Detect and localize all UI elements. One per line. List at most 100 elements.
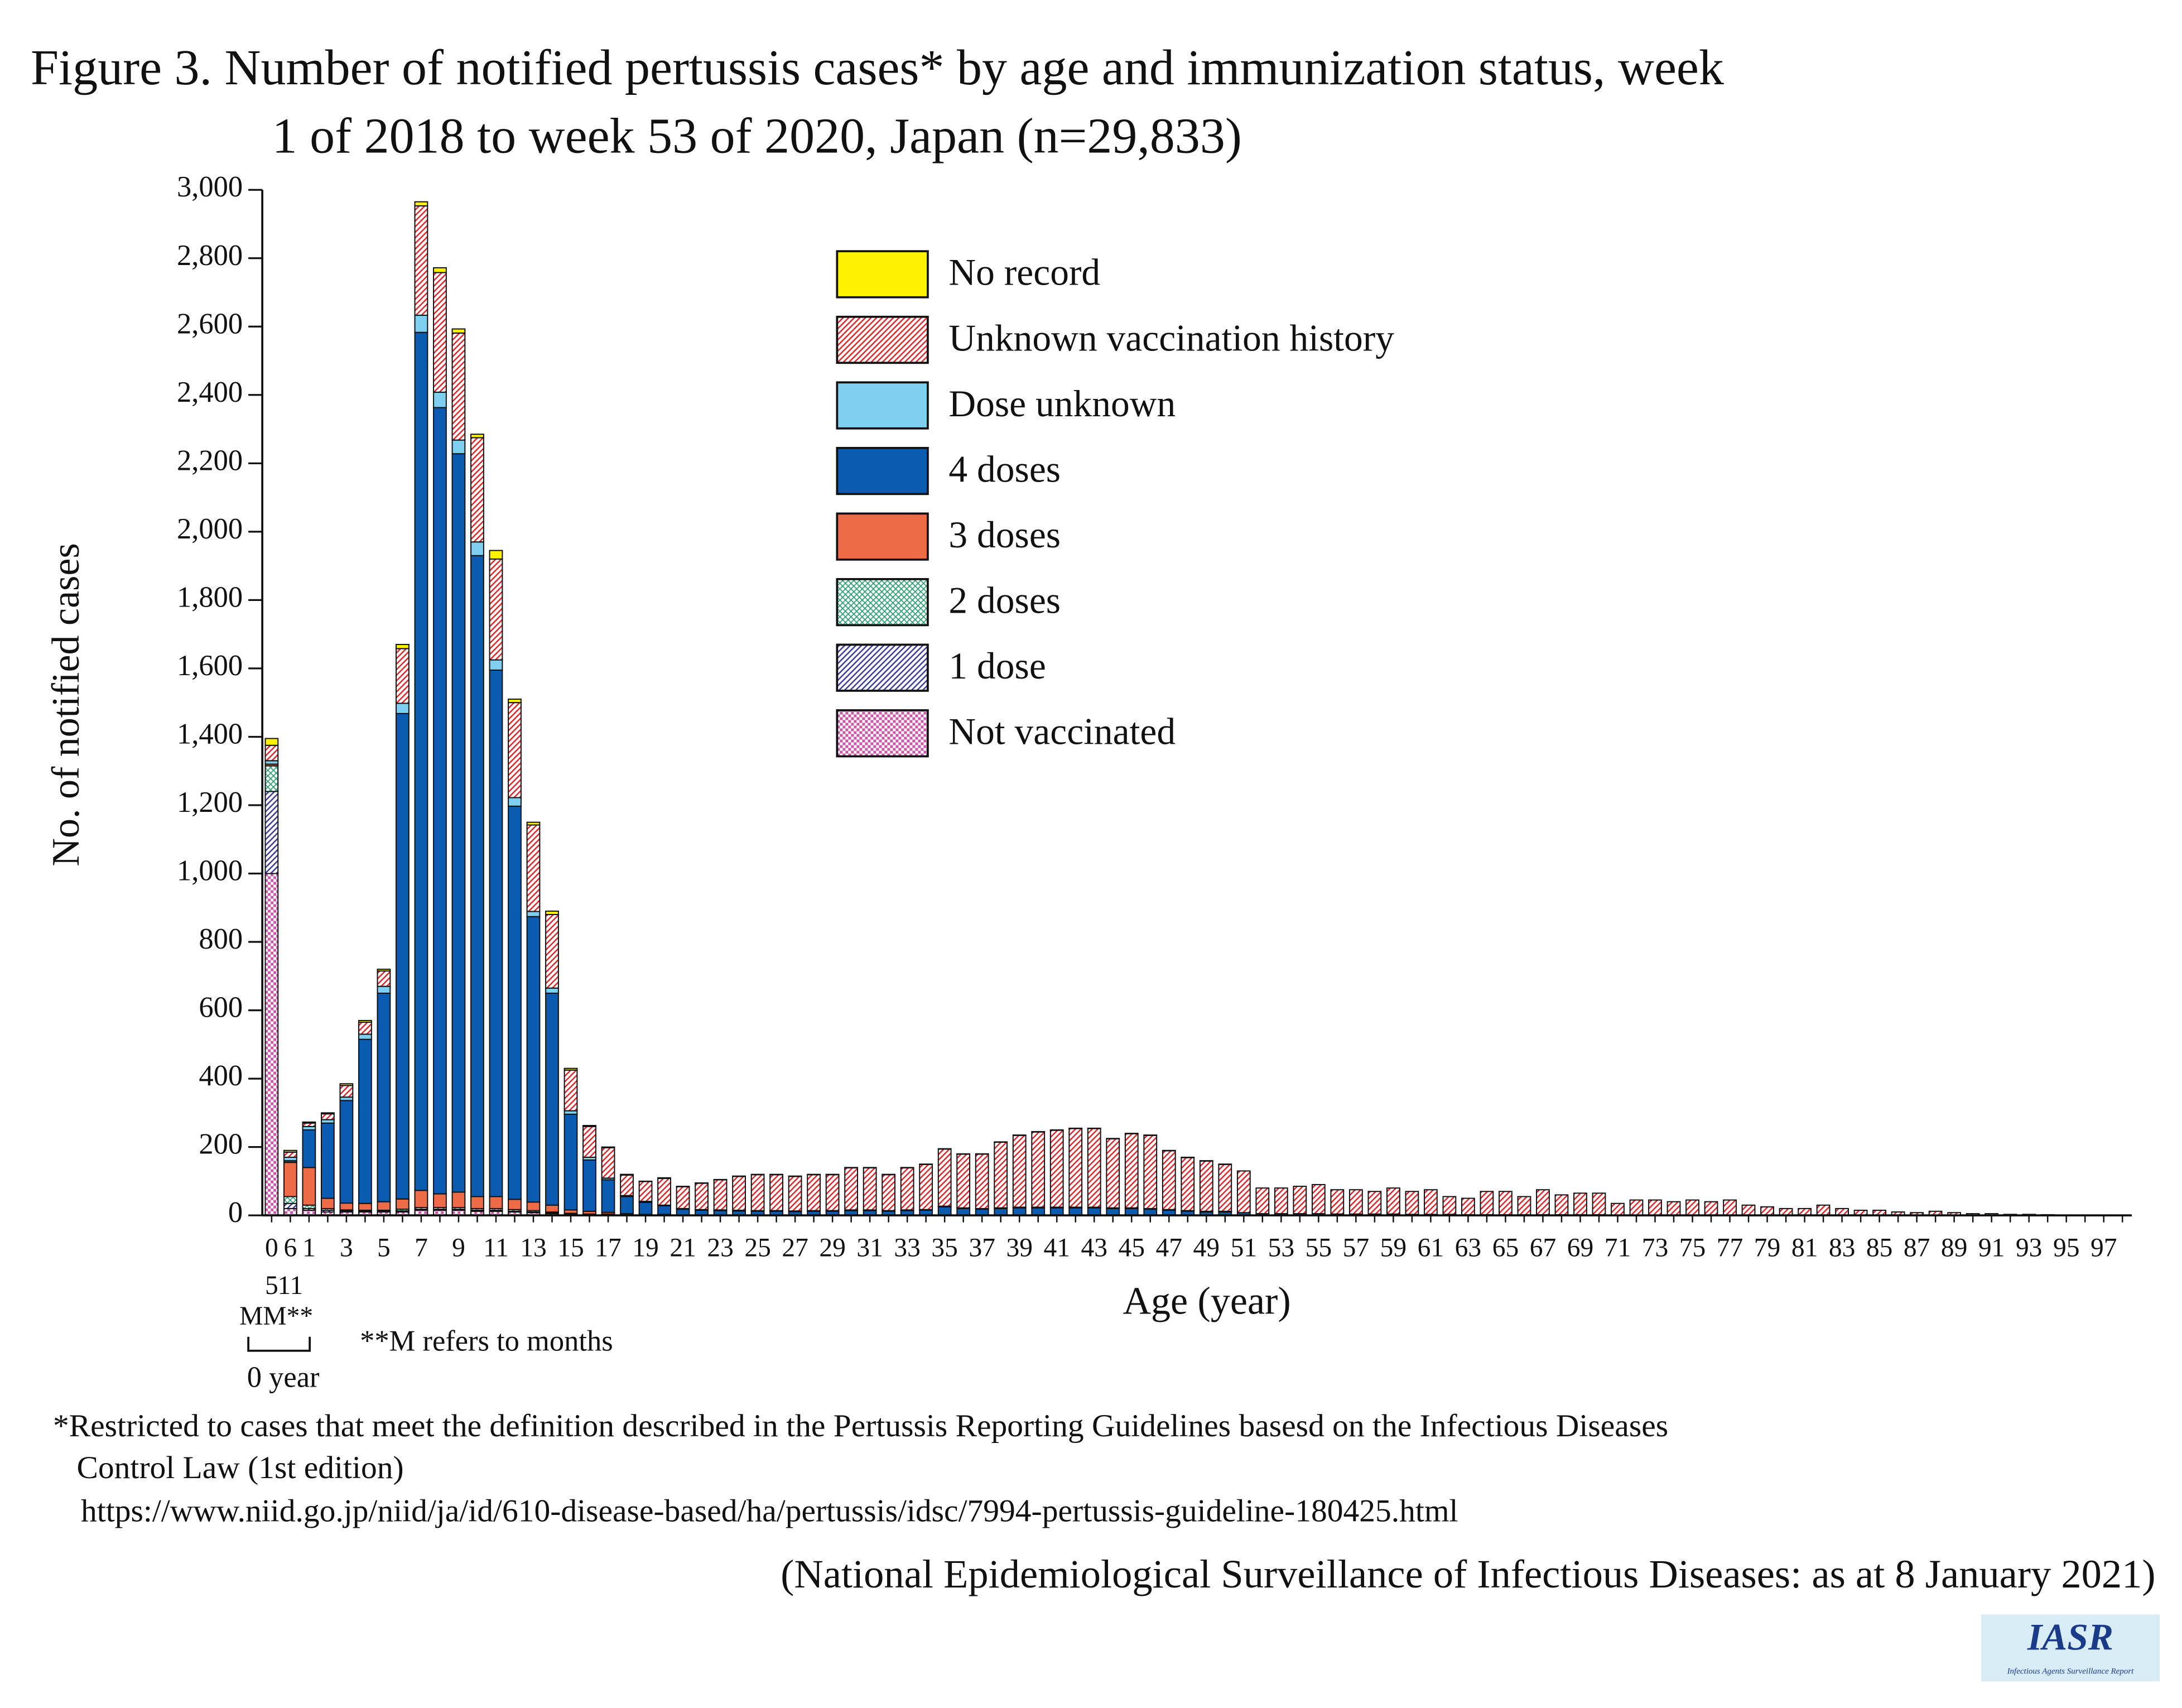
- bar-segment: [975, 1153, 989, 1209]
- bar-segment: [788, 1175, 802, 1177]
- x-tick-label: 5: [377, 1234, 391, 1263]
- bar-segment: [601, 1146, 615, 1148]
- x-tick-label: 0: [265, 1234, 278, 1263]
- x-tick-label: 6: [284, 1234, 297, 1263]
- legend-label: Unknown vaccination history: [948, 317, 1394, 359]
- bar-segment: [620, 1196, 634, 1215]
- bar-segment: [1068, 1127, 1083, 1129]
- bar-segment: [563, 1113, 578, 1211]
- bar-segment: [470, 555, 484, 1197]
- bar-segment: [508, 797, 522, 807]
- legend-swatch: [836, 381, 929, 430]
- bar-segment: [545, 992, 559, 1206]
- bar-segment: [900, 1167, 914, 1169]
- bar-segment: [638, 1181, 653, 1202]
- bar-segment: [1012, 1134, 1027, 1208]
- y-tick-label: 200: [199, 1128, 243, 1161]
- bar-segment: [1330, 1189, 1345, 1215]
- bar-segment: [1592, 1192, 1606, 1215]
- bar-segment: [1068, 1207, 1083, 1216]
- bar-segment: [1367, 1191, 1382, 1215]
- bar-segment: [396, 1198, 410, 1210]
- bar-segment: [1648, 1199, 1662, 1216]
- bar-segment: [676, 1186, 690, 1187]
- bar-segment: [396, 703, 410, 714]
- bar-segment: [1704, 1201, 1718, 1216]
- bar-segment: [620, 1174, 634, 1196]
- y-tick-label: 0: [228, 1196, 243, 1229]
- bar-segment: [676, 1186, 690, 1209]
- bar-segment: [433, 407, 447, 1195]
- bar-segment: [1068, 1128, 1083, 1208]
- bar-segment: [1181, 1157, 1195, 1158]
- bar-segment: [526, 821, 541, 826]
- bar-segment: [563, 1067, 578, 1071]
- bar-segment: [433, 267, 447, 273]
- bar-segment: [563, 1069, 578, 1112]
- bar-segment: [264, 744, 279, 762]
- bar-segment: [1405, 1191, 1419, 1215]
- bar-segment: [1536, 1189, 1550, 1215]
- x-tick-label: 29: [819, 1234, 845, 1263]
- x-tick-label: 67: [1530, 1234, 1556, 1263]
- x-tick-label: 83: [1829, 1234, 1856, 1263]
- x-tick-label: 59: [1380, 1234, 1407, 1263]
- bar-segment: [545, 1204, 559, 1213]
- bar-segment: [433, 272, 447, 393]
- bar-segment: [451, 328, 466, 334]
- footnote-url: https://www.niid.go.jp/niid/ja/id/610-di…: [81, 1494, 1458, 1529]
- bar-segment: [1143, 1134, 1158, 1209]
- y-tick-label: 2,200: [177, 444, 243, 477]
- legend-swatch: [836, 578, 929, 627]
- bar-segment: [582, 1159, 596, 1212]
- bar-segment: [396, 648, 410, 704]
- bar-segment: [638, 1180, 653, 1182]
- x-tick-label: 47: [1156, 1234, 1183, 1263]
- bar-segment: [1218, 1163, 1232, 1212]
- bar-segment: [377, 992, 391, 1202]
- bar-segment: [545, 914, 559, 989]
- bar-segment: [582, 1125, 596, 1127]
- bar-segment: [358, 1019, 372, 1023]
- bar-segment: [732, 1175, 746, 1177]
- bar-segment: [1274, 1187, 1288, 1215]
- bar-segment: [1554, 1194, 1569, 1215]
- x-tick-label: 55: [1306, 1234, 1332, 1263]
- x-tick-label: 81: [1791, 1234, 1818, 1263]
- bar-segment: [283, 1196, 297, 1204]
- bar-segment: [526, 824, 541, 912]
- x-tick-label: 25: [744, 1234, 771, 1263]
- bar-segment: [1293, 1186, 1307, 1215]
- bar-segment: [321, 1112, 335, 1115]
- bar-segment: [377, 985, 391, 994]
- bar-segment: [1031, 1207, 1046, 1216]
- y-tick-label: 1,200: [177, 786, 243, 819]
- bar-segment: [601, 1147, 615, 1179]
- bar-segment: [433, 391, 447, 408]
- bar-segment: [657, 1205, 671, 1215]
- bar-segment: [1087, 1127, 1101, 1129]
- bracket-label: 0 year: [247, 1361, 320, 1393]
- month-label: MM**: [239, 1302, 313, 1331]
- x-tick-label: 79: [1754, 1234, 1781, 1263]
- bar-segment: [1124, 1133, 1139, 1209]
- bar-segment: [451, 453, 466, 1193]
- bar-segment: [750, 1174, 765, 1211]
- legend-label: No record: [948, 252, 1100, 294]
- bar-segment: [414, 205, 428, 316]
- x-tick-label: 17: [595, 1234, 622, 1263]
- x-axis-label: Age (year): [1123, 1279, 1290, 1322]
- bar-segment: [919, 1163, 933, 1210]
- bar-segment: [601, 1179, 615, 1213]
- bar-segment: [508, 699, 522, 704]
- legend-label: 4 doses: [948, 448, 1061, 490]
- x-tick-label: 45: [1119, 1234, 1145, 1263]
- bar-segment: [358, 1022, 372, 1035]
- bar-segment: [470, 434, 484, 439]
- y-tick-label: 800: [199, 923, 243, 955]
- bar-segment: [994, 1142, 1008, 1209]
- bar-segment: [377, 970, 391, 987]
- x-tick-label: 93: [2016, 1234, 2042, 1263]
- bar-segment: [283, 1151, 297, 1158]
